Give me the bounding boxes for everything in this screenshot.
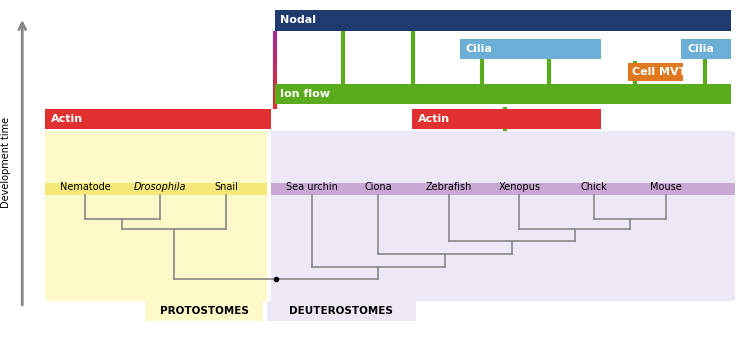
FancyBboxPatch shape	[145, 301, 263, 321]
Text: Actin: Actin	[418, 114, 450, 124]
FancyBboxPatch shape	[275, 84, 731, 104]
FancyBboxPatch shape	[267, 301, 416, 321]
Text: Mouse: Mouse	[651, 182, 682, 193]
FancyBboxPatch shape	[681, 39, 731, 59]
FancyBboxPatch shape	[45, 109, 271, 129]
Text: Cilia: Cilia	[466, 44, 493, 54]
FancyBboxPatch shape	[460, 39, 601, 59]
Text: Zebrafish: Zebrafish	[426, 182, 472, 193]
FancyBboxPatch shape	[45, 131, 267, 185]
FancyBboxPatch shape	[412, 109, 601, 129]
Text: Sea urchin: Sea urchin	[286, 182, 338, 193]
FancyBboxPatch shape	[271, 183, 735, 195]
Text: Ion flow: Ion flow	[280, 89, 330, 100]
Text: Actin: Actin	[50, 114, 82, 124]
Text: Drosophila: Drosophila	[134, 182, 186, 193]
FancyBboxPatch shape	[45, 185, 267, 301]
Text: Xenopus: Xenopus	[499, 182, 540, 193]
FancyBboxPatch shape	[271, 185, 735, 301]
Text: Snail: Snail	[214, 182, 238, 193]
FancyBboxPatch shape	[45, 183, 267, 195]
Text: Cell MVT: Cell MVT	[632, 67, 686, 77]
Text: Chick: Chick	[580, 182, 607, 193]
Text: Nodal: Nodal	[280, 15, 317, 25]
FancyBboxPatch shape	[275, 10, 731, 31]
FancyBboxPatch shape	[271, 131, 735, 185]
FancyBboxPatch shape	[628, 63, 683, 81]
Text: Development time: Development time	[1, 117, 11, 208]
Text: DEUTEROSTOMES: DEUTEROSTOMES	[289, 306, 393, 316]
Text: Nematode: Nematode	[60, 182, 111, 193]
Text: PROTOSTOMES: PROTOSTOMES	[160, 306, 249, 316]
Text: Ciona: Ciona	[364, 182, 393, 193]
Text: Cilia: Cilia	[687, 44, 714, 54]
